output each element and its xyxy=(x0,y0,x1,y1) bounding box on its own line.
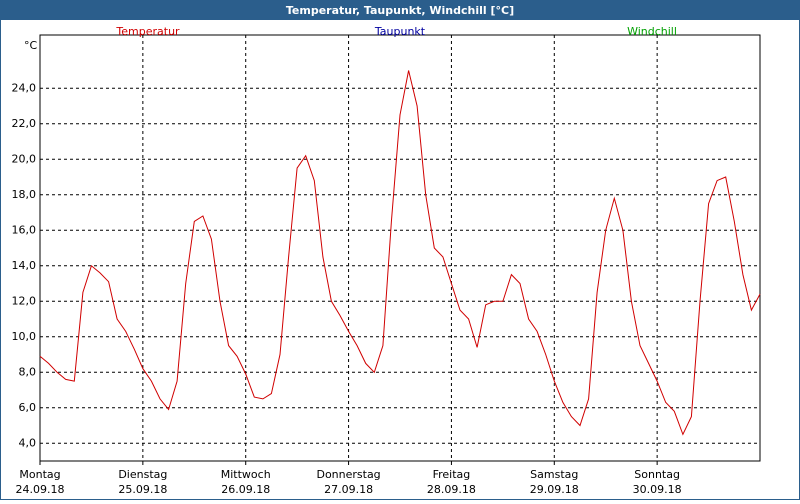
x-tick-day: Mittwoch xyxy=(221,468,271,481)
y-tick-label: 8,0 xyxy=(19,365,37,378)
y-tick-label: 22,0 xyxy=(12,117,37,130)
x-tick-date: 26.09.18 xyxy=(221,483,270,496)
y-axis-label: °C xyxy=(24,39,38,52)
title-bar xyxy=(0,0,800,20)
x-tick-day: Dienstag xyxy=(118,468,167,481)
y-tick-label: 24,0 xyxy=(12,81,37,94)
x-tick-day: Samstag xyxy=(530,468,578,481)
y-tick-label: 20,0 xyxy=(12,152,37,165)
x-tick-date: 27.09.18 xyxy=(324,483,373,496)
y-tick-label: 12,0 xyxy=(12,294,37,307)
x-tick-day: Montag xyxy=(19,468,60,481)
y-tick-label: 18,0 xyxy=(12,188,37,201)
x-tick-date: 25.09.18 xyxy=(118,483,167,496)
y-tick-label: 16,0 xyxy=(12,223,37,236)
legend-entry: Windchill xyxy=(627,25,677,38)
plot-frame xyxy=(39,34,761,462)
y-tick-label: 6,0 xyxy=(19,401,37,414)
data-line xyxy=(39,70,761,436)
y-tick-label: 4,0 xyxy=(19,436,37,449)
y-tick-label: 14,0 xyxy=(12,259,37,272)
x-tick-date: 24.09.18 xyxy=(16,483,65,496)
chart-title: Temperatur, Taupunkt, Windchill [°C] xyxy=(286,4,514,17)
y-tick-label: 10,0 xyxy=(12,330,37,343)
x-tick-day: Sonntag xyxy=(634,468,680,481)
legend-entry: Taupunkt xyxy=(374,25,426,38)
x-tick-date: 30.09.18 xyxy=(633,483,682,496)
x-tick-day: Freitag xyxy=(433,468,471,481)
x-tick-date: 29.09.18 xyxy=(530,483,579,496)
x-tick-day: Donnerstag xyxy=(316,468,380,481)
x-tick-date: 28.09.18 xyxy=(427,483,476,496)
legend-entry: Temperatur xyxy=(115,25,180,38)
